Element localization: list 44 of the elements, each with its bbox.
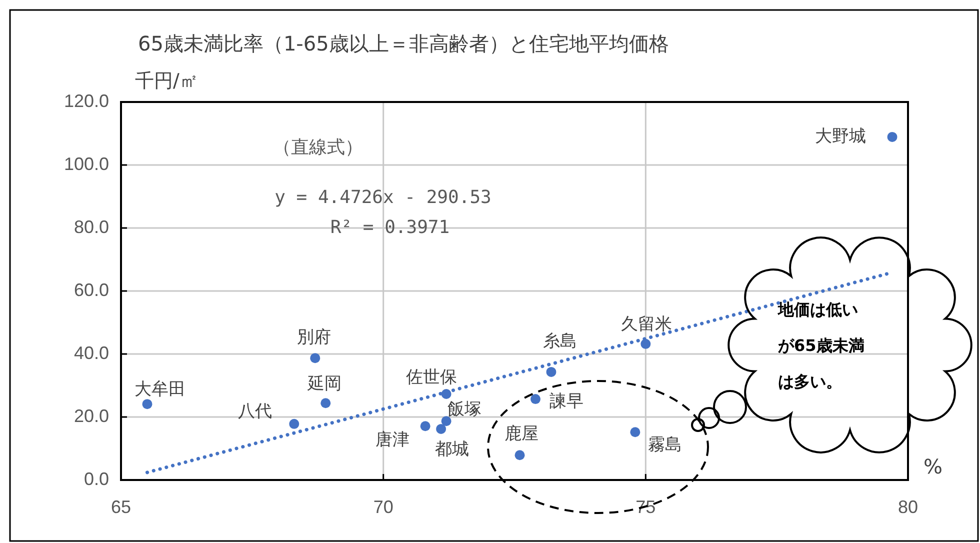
annotation: 大牟田 [134, 380, 186, 400]
point [289, 418, 300, 429]
point [530, 394, 540, 404]
annotation: 唐津 [375, 430, 410, 450]
annotation: 鹿屋 [504, 424, 539, 444]
point [142, 399, 152, 410]
y-tick-label: 60.0 [74, 280, 109, 300]
annotation: 久留米 [621, 314, 672, 335]
y-tick-label: 100.0 [64, 154, 109, 174]
x-axis-title: % [923, 454, 943, 478]
annotation: 延岡 [306, 374, 342, 394]
y-tick-label: 40.0 [74, 342, 109, 363]
point [630, 427, 640, 438]
annotation: （直線式） [273, 136, 363, 157]
point [420, 421, 430, 432]
point [441, 416, 452, 426]
y-tick-label: 20.0 [74, 406, 109, 426]
x-tick-label: 65 [110, 496, 132, 517]
annotation: 諫早 [549, 392, 584, 412]
point [436, 424, 446, 434]
annotation: 佐世保 [406, 368, 457, 388]
annotation: 糸島 [543, 332, 578, 352]
annotation: 都城 [435, 440, 470, 460]
annotation: 大野城 [814, 126, 866, 147]
point [514, 450, 525, 460]
x-tick-label: 80 [898, 496, 918, 517]
y-tick-label: 0.0 [84, 468, 109, 489]
annotation: 八代 [238, 402, 272, 422]
point [887, 132, 898, 142]
annotation: 飯塚 [447, 400, 482, 420]
annotation: R² = 0.3971 [330, 216, 450, 238]
annotation: 霧島 [648, 434, 682, 455]
point [320, 398, 331, 408]
annotation: 地価は低いが65歳未満は多い。 [778, 299, 866, 393]
x-tick-label: 70 [373, 496, 394, 517]
annotation: y = 4.4726x - 290.53 [274, 186, 492, 208]
y-tick-label: 120.0 [64, 90, 109, 111]
y-axis-title: 千円/㎡ [135, 70, 198, 92]
point [310, 353, 320, 364]
y-tick-label: 80.0 [74, 216, 109, 237]
annotation: 別府 [297, 328, 332, 348]
point [640, 338, 651, 349]
point [546, 366, 556, 377]
chart-title: 65歳未満比率（1-65歳以上＝非高齢者）と住宅地平均価格 [138, 31, 669, 56]
